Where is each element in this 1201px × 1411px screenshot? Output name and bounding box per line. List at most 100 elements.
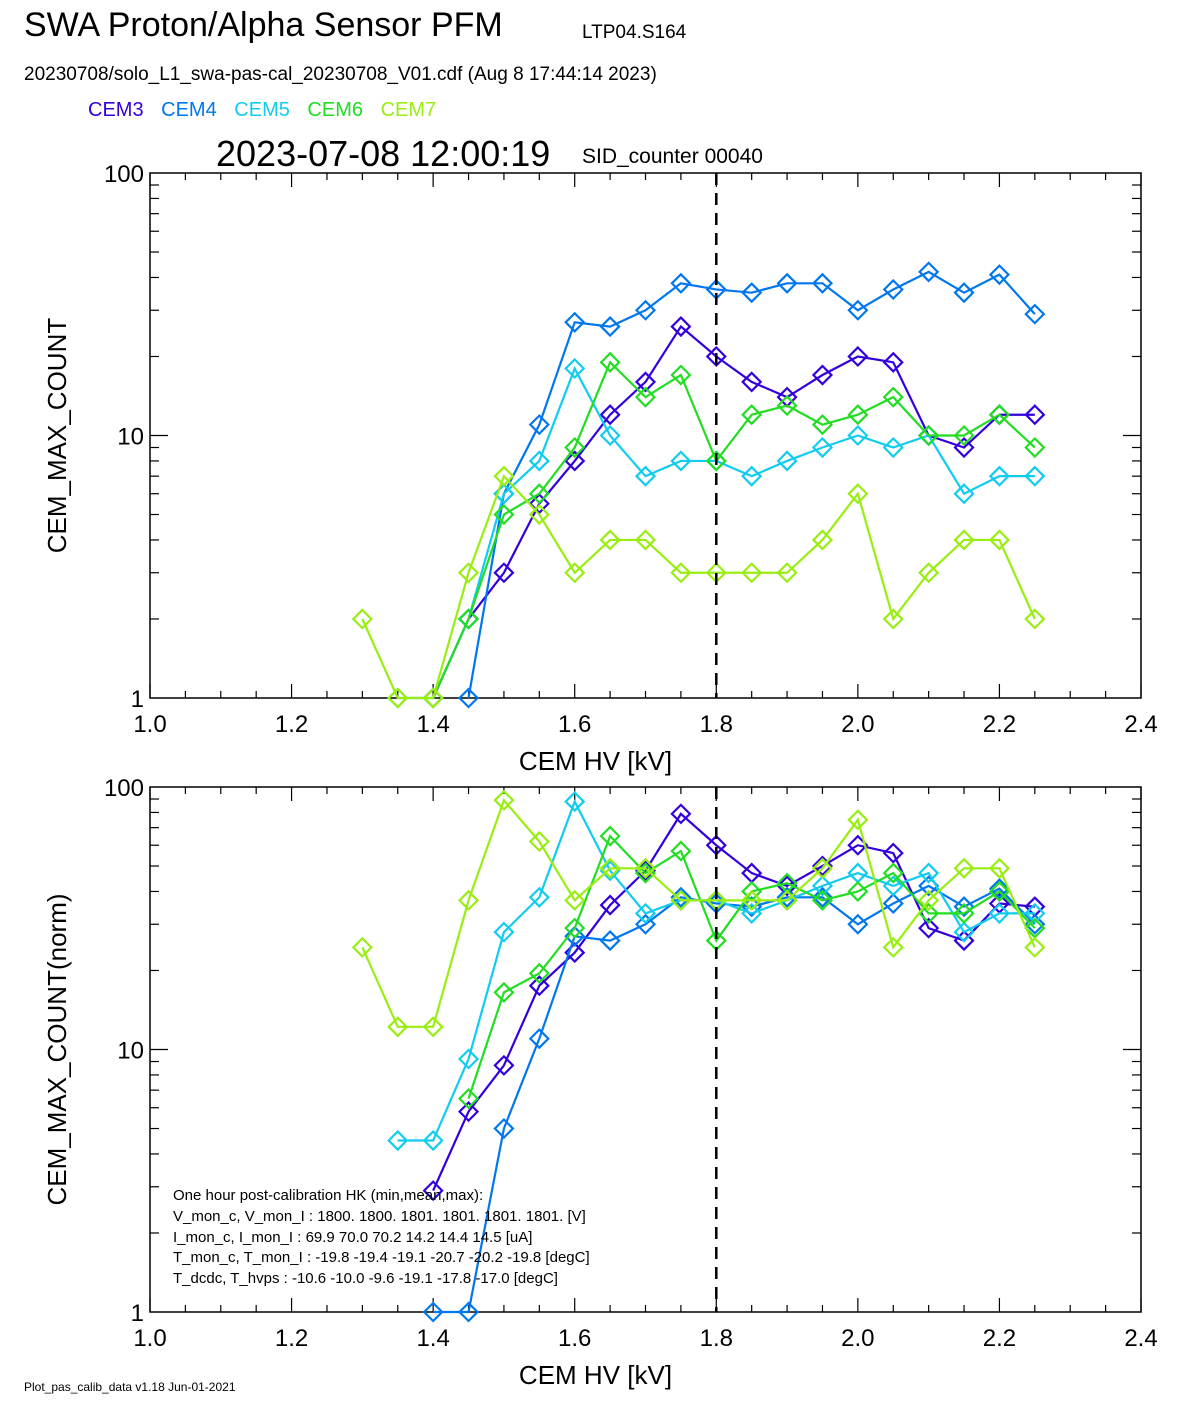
- data-point-cem4: [953, 896, 975, 918]
- data-point-cem7: [599, 529, 621, 551]
- data-point-cem6: [847, 404, 869, 426]
- x-tick-label: 2.4: [1124, 711, 1157, 738]
- data-point-cem5: [988, 465, 1010, 487]
- data-point-cem7: [457, 562, 480, 584]
- data-point-cem3: [741, 371, 763, 393]
- data-point-cem3: [953, 436, 975, 459]
- x-tick-label: 2.0: [841, 711, 874, 738]
- data-point-cem7: [599, 857, 621, 879]
- data-point-cem7: [351, 608, 373, 630]
- data-point-cem6: [953, 424, 975, 447]
- data-point-cem7: [493, 465, 515, 487]
- data-point-cem3: [1024, 404, 1046, 426]
- data-point-cem7: [741, 889, 763, 911]
- top-plot: 1.0 1.2 1.4 1.6 1.8 2.0 2.2 2.4 1 10 100 CEM HV [kV…: [42, 161, 1158, 776]
- x-tick-label: 1.4: [416, 711, 449, 738]
- data-point-cem5: [918, 862, 940, 884]
- chart-title: SWA Proton/Alpha Sensor PFM: [24, 6, 503, 44]
- data-point-cem3: [493, 562, 515, 584]
- series-line-cem4: [467, 270, 1036, 699]
- x-tick-label: 2.2: [983, 1325, 1016, 1352]
- data-point-cem3: [705, 345, 727, 368]
- data-point-cem7: [847, 809, 869, 831]
- data-point-cem6: [988, 404, 1010, 426]
- data-point-cem5: [811, 875, 834, 897]
- data-point-cem5: [387, 1129, 409, 1152]
- legend-entry-cem5: CEM5: [234, 99, 290, 121]
- data-point-cem7: [670, 562, 692, 584]
- data-point-cem4: [988, 878, 1010, 900]
- data-point-cem4: [882, 278, 904, 301]
- data-point-cem5: [493, 921, 515, 943]
- data-point-cem6: [493, 503, 515, 526]
- x-axis-label: CEM HV [kV]: [519, 1360, 672, 1390]
- data-point-cem6: [457, 1088, 480, 1110]
- data-point-cem3: [564, 450, 586, 472]
- y-axis-label: CEM_MAX_COUNT: [42, 318, 72, 554]
- data-point-cem3: [882, 842, 904, 864]
- data-point-cem6: [634, 386, 657, 408]
- data-point-cem6: [457, 608, 480, 630]
- data-point-cem5: [528, 450, 550, 472]
- data-point-cem5: [457, 1048, 480, 1070]
- data-point-cem4: [634, 299, 657, 321]
- data-point-cem3: [422, 1180, 444, 1202]
- data-point-cem6: [564, 917, 586, 939]
- data-point-cem3: [634, 371, 657, 393]
- data-point-cem7: [882, 608, 904, 630]
- data-point-cem3: [776, 875, 798, 897]
- data-point-cem7: [387, 1016, 409, 1038]
- series-line-cem3: [432, 324, 1035, 699]
- data-point-cem4: [847, 913, 869, 935]
- data-point-cem7: [422, 687, 444, 709]
- data-point-cem4: [811, 272, 834, 294]
- data-point-cem5: [882, 875, 904, 897]
- data-point-cem6: [528, 483, 550, 505]
- data-point-cem5: [988, 902, 1010, 924]
- data-point-cem5: [953, 921, 975, 943]
- data-point-cem5: [882, 436, 904, 459]
- data-point-cem7: [1024, 608, 1046, 630]
- data-point-cem5: [599, 424, 621, 447]
- data-point-cem6: [882, 386, 904, 408]
- data-point-cem4: [528, 1028, 550, 1050]
- data-point-cem5: [564, 357, 586, 380]
- data-point-cem7: [564, 889, 586, 911]
- data-point-cem6: [882, 862, 904, 884]
- data-point-cem6: [528, 962, 550, 984]
- data-point-cem4: [1024, 303, 1046, 325]
- data-point-cem4: [457, 687, 480, 709]
- data-point-cem3: [528, 493, 550, 515]
- data-point-cem3: [670, 803, 692, 825]
- data-point-cem5: [776, 450, 798, 472]
- data-point-cem6: [670, 840, 692, 862]
- x-tick-label: 1.2: [275, 711, 308, 738]
- data-point-cem6: [599, 825, 621, 847]
- data-point-cem4: [528, 414, 550, 436]
- x-tick-label: 1.8: [700, 1325, 733, 1352]
- y-tick-label: 1: [131, 686, 144, 713]
- data-point-cem4: [564, 925, 586, 947]
- x-tick-label: 1.6: [558, 711, 591, 738]
- x-tick-label: 1.0: [133, 711, 166, 738]
- data-point-cem6: [811, 889, 834, 911]
- data-point-cem5: [422, 1129, 444, 1152]
- chart-subtitle: LTP04.S164: [582, 22, 687, 43]
- y-tick-label: 1: [131, 1300, 144, 1327]
- data-point-cem7: [422, 1016, 444, 1038]
- data-point-cem7: [493, 789, 515, 811]
- data-point-cem7: [457, 889, 480, 911]
- data-point-cem3: [811, 364, 834, 386]
- data-point-cem4: [599, 316, 621, 338]
- data-point-cem5: [634, 902, 657, 924]
- timestamp: 2023-07-08 12:00:19: [216, 133, 551, 174]
- data-point-cem7: [882, 936, 904, 958]
- data-point-cem5: [564, 791, 586, 813]
- data-point-cem4: [670, 272, 692, 294]
- data-point-cem4: [741, 282, 763, 304]
- data-point-cem6: [670, 364, 692, 386]
- data-point-cem7: [776, 889, 798, 911]
- data-point-cem7: [528, 830, 550, 853]
- data-point-cem7: [741, 562, 763, 584]
